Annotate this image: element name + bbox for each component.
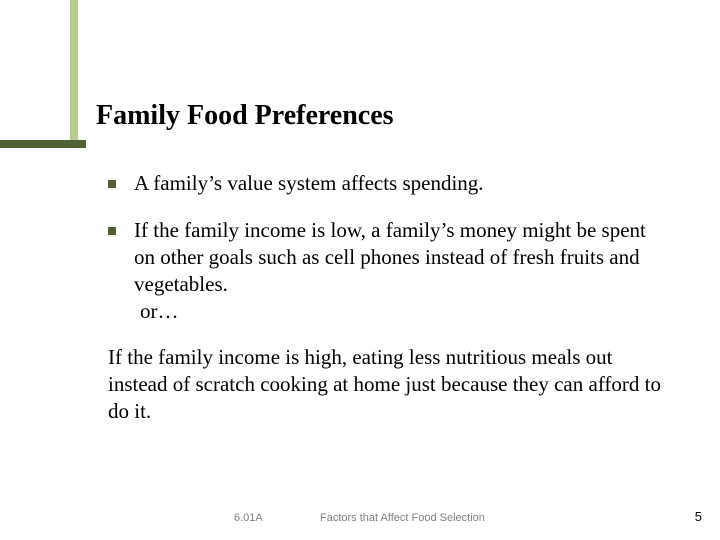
footer-page-number: 5 bbox=[695, 509, 702, 524]
slide-title: Family Food Preferences bbox=[96, 100, 394, 132]
accent-vertical-bar bbox=[70, 0, 78, 148]
bullet-item: A family’s value system affects spending… bbox=[108, 170, 670, 197]
slide-body: A family’s value system affects spending… bbox=[108, 170, 670, 425]
footer-caption: Factors that Affect Food Selection bbox=[320, 512, 485, 524]
continuation-line: or… bbox=[140, 298, 670, 325]
bullet-text: A family’s value system affects spending… bbox=[134, 170, 670, 197]
bullet-text: If the family income is low, a family’s … bbox=[134, 217, 670, 325]
square-bullet-icon bbox=[108, 227, 116, 235]
footer-code: 6.01A bbox=[234, 512, 263, 524]
bullet-item: If the family income is low, a family’s … bbox=[108, 217, 670, 325]
square-bullet-icon bbox=[108, 180, 116, 188]
bullet-text-main: If the family income is low, a family’s … bbox=[134, 218, 646, 296]
accent-horizontal-bar bbox=[0, 140, 86, 148]
continuation-paragraph: If the family income is high, eating les… bbox=[108, 344, 670, 425]
